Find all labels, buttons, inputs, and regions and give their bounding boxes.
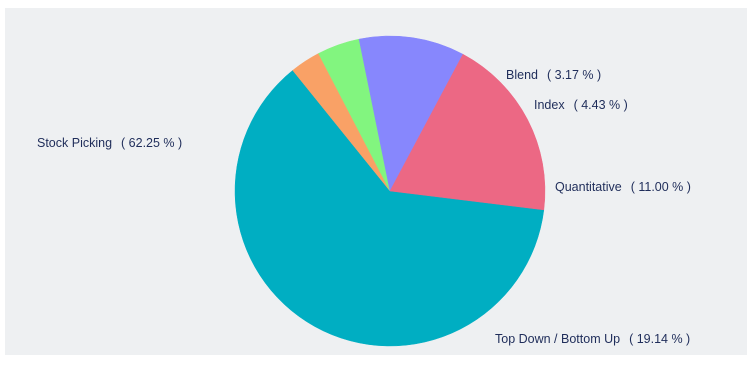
slice-label-percent: ( 19.14 % ): [629, 332, 690, 346]
slice-label-index: Index ( 4.43 % ): [534, 98, 628, 112]
pie-chart: Stock Picking ( 62.25 % ) Blend ( 3.17 % ) I…: [37, 35, 691, 347]
pie-slice-quantitative: [358, 35, 464, 192]
slice-label-name: Top Down / Bottom Up: [495, 332, 620, 346]
slice-label-name: Index: [534, 98, 565, 112]
slice-label-blend: Blend ( 3.17 % ): [506, 68, 601, 82]
slice-label-quantitative: Quantitative ( 11.00 % ): [555, 180, 691, 194]
slice-label-percent: ( 3.17 % ): [547, 68, 601, 82]
slice-label-name: Stock Picking: [37, 136, 112, 150]
slice-label-name: Blend: [506, 68, 538, 82]
pie-slice-top-down-bottom-up: [389, 53, 546, 211]
slice-label-percent: ( 4.43 % ): [574, 98, 628, 112]
slice-label-percent: ( 62.25 % ): [121, 136, 182, 150]
slice-label-name: Quantitative: [555, 180, 622, 194]
slice-label-top-down-bottom-up: Top Down / Bottom Up ( 19.14 % ): [495, 332, 690, 346]
chart-panel: Stock Picking ( 62.25 % ) Blend ( 3.17 % ) I…: [5, 8, 747, 355]
slice-label-stock-picking: Stock Picking ( 62.25 % ): [37, 136, 182, 150]
pie-slice-stock-picking: [234, 69, 545, 347]
slice-label-percent: ( 11.00 % ): [631, 180, 691, 194]
